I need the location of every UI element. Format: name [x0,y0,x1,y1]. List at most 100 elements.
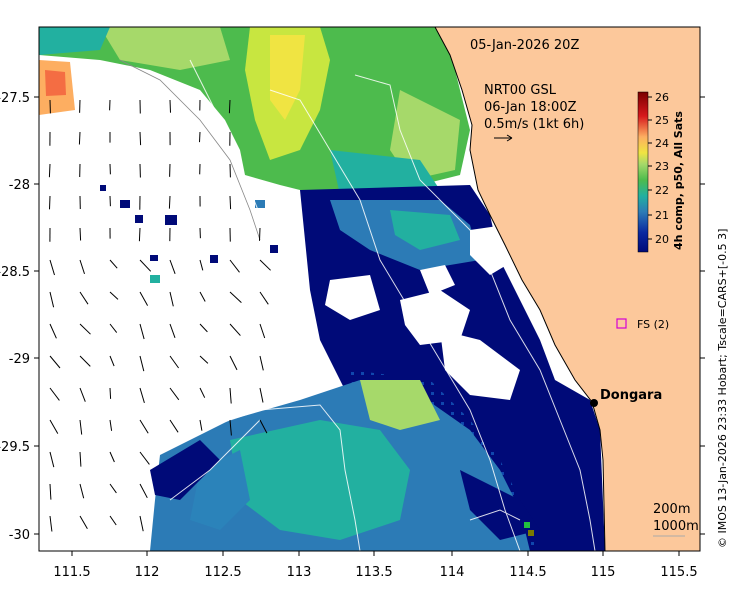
plot-frame [38,26,701,552]
colorbar-gradient [637,91,649,253]
current-vector [199,291,206,302]
station-marker [528,530,534,536]
colorbar-tick-label: 22 [655,184,669,197]
current-vector [79,227,82,241]
current-vector [169,419,179,433]
current-vector [229,291,242,303]
current-vector [138,227,141,242]
current-vector [169,99,171,113]
current-vector [259,259,271,271]
current-vector [168,195,171,209]
current-vector [109,451,115,463]
y-tick-label: -29.5 [0,440,30,455]
current-vector [139,259,152,272]
current-vector [139,419,149,434]
fs-marker [616,318,627,329]
colorbar-tick-label: 20 [655,233,669,246]
current-vector [78,131,81,145]
current-vector [109,419,113,431]
current-vector [229,323,241,336]
current-vector [199,419,203,431]
current-vector [199,355,209,364]
x-tick-label: 115.5 [660,565,697,580]
current-vector [229,355,238,371]
current-vector [169,323,176,338]
y-tick-label: -29 [9,352,30,367]
current-vector [109,483,117,494]
current-vector [109,515,117,526]
current-vector [139,323,145,340]
colorbar-tick-label: 25 [655,114,669,127]
x-tick-label: 112 [135,565,160,580]
current-vector [49,387,60,401]
date-label: 05-Jan-2026 20Z [470,38,579,53]
current-vector [199,387,206,398]
dongara-label: Dongara [600,388,662,403]
current-vector [199,259,204,271]
x-tick-label: 114 [440,565,465,580]
current-vector [79,355,91,367]
x-tick-label: 112.5 [204,565,241,580]
current-vector [49,515,53,532]
current-vector [229,195,232,210]
vector-scale-label: 0.5m/s (1kt 6h) [484,117,584,132]
current-vector [109,355,115,367]
depth-legend-200m: 200m [653,502,690,517]
current-vector [139,291,149,306]
current-vector [49,323,57,339]
current-vector [259,323,266,339]
y-tick-label: -27.5 [0,91,30,106]
current-vector [229,259,240,273]
x-tick-label: 113 [287,565,312,580]
dongara-marker [590,399,598,407]
vector-scale-arrow [494,134,513,142]
fs-label: FS (2) [637,318,669,331]
depth-legend-1000m: 1000m [653,519,699,534]
model-label: NRT00 GSL [484,83,557,98]
colorbar-title: 4h comp, p50, All Sats [672,111,685,250]
x-tick-label: 113.5 [355,565,392,580]
current-vectors [48,99,271,532]
current-vector [79,451,82,467]
current-vector [79,515,88,529]
credit-text: © IMOS 13-Jan-2026 23:33 Hobart; Tscale=… [716,228,729,548]
coastline-contour [119,59,261,241]
current-vector [109,259,118,269]
current-vector [49,419,59,434]
current-vector [259,291,269,305]
colorbar: 26 25 24 23 22 21 20 4h comp, p50, All Sats [637,91,685,253]
current-vector [79,323,91,335]
bathymetry-contours [169,59,596,551]
current-vector [259,387,264,403]
current-vector [49,195,51,210]
forecast-time-label: 06-Jan 18:00Z [484,100,577,115]
current-vector [79,259,85,275]
current-vector [79,419,83,435]
y-axis: -27.5 -28 -28.5 -29 -29.5 -30 [0,91,705,543]
current-vector [139,131,142,146]
current-vector [49,451,55,468]
plot-area [39,27,700,551]
y-tick-label: -28.5 [0,265,30,280]
land-australia [434,27,700,551]
current-vector [139,355,145,372]
current-vector [109,387,112,399]
current-vector [259,419,268,434]
current-vector [259,355,264,371]
current-vector [139,387,145,404]
x-tick-label: 114.5 [509,565,546,580]
colorbar-tick-label: 21 [655,209,669,222]
x-axis: 111.5 112 112.5 113 113.5 114 114.5 115 115.5 [53,551,698,580]
current-vector [169,387,180,401]
current-vector [228,99,231,114]
current-vector [259,227,261,241]
current-vector [139,515,144,532]
current-vector [169,355,180,369]
current-vector [49,259,55,276]
current-vector [169,259,176,274]
current-vector [79,387,86,402]
current-vector [79,291,89,305]
current-vector [79,483,85,499]
colorbar-tick-label: 24 [655,137,669,150]
